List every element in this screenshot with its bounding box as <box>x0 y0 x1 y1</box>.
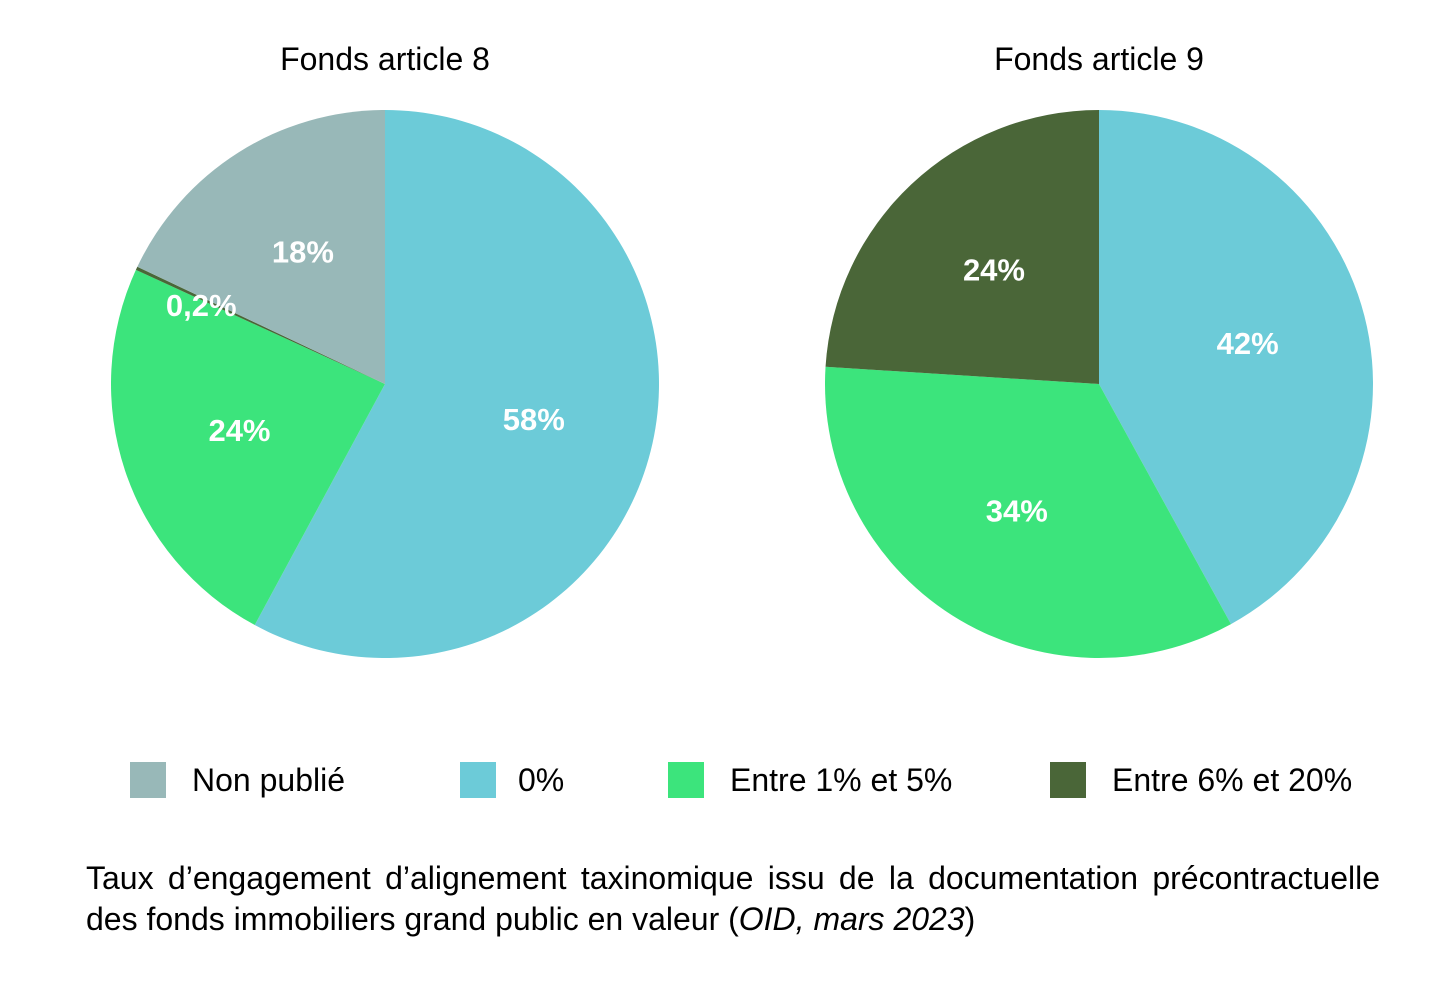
data-label-entre-6-et-20: 24% <box>963 252 1025 287</box>
data-label-0: 58% <box>503 402 565 437</box>
pie-chart-2: Fonds article 9 42% 34% 24% <box>824 41 1373 658</box>
legend-label: Entre 6% et 20% <box>1112 761 1353 798</box>
pie-charts: Fonds article 858%24%0,2%18%Fonds articl… <box>110 41 1373 658</box>
pie-slice-0 <box>254 110 659 658</box>
legend-label: 0% <box>518 761 565 798</box>
legend-swatch-0-percent <box>460 762 496 798</box>
legend-swatch-entre-1-et-5 <box>668 762 704 798</box>
data-label-non-publi: 18% <box>272 235 334 270</box>
pie-chart-1: Fonds article 8 58% 24% 0,2% 18% <box>110 41 659 658</box>
figure-caption: Taux d’engagement d’alignement taxinomiq… <box>86 858 1380 940</box>
pie-title: Fonds article 8 <box>280 41 490 77</box>
legend-item-entre-1-et-5: Entre 1% et 5% <box>668 758 952 802</box>
data-label-entre-1-et-5: 34% <box>986 494 1048 529</box>
caption-text: Taux d’engagement d’alignement taxinomiq… <box>86 860 1380 937</box>
legend-item-entre-6-et-20: Entre 6% et 20% <box>1050 758 1352 802</box>
pie-slice-0 <box>1099 110 1373 625</box>
legend: Non publié 0% Entre 1% et 5% Entre 6% et… <box>0 758 1456 802</box>
pie-slice-entre-6-et-20 <box>825 110 1099 384</box>
legend-label: Non publié <box>192 761 345 798</box>
pie-title: Fonds article 9 <box>994 41 1204 77</box>
legend-swatch-non-publie <box>130 762 166 798</box>
caption-source: OID, mars 2023 <box>738 901 965 937</box>
legend-swatch-entre-6-et-20 <box>1050 762 1086 798</box>
data-label-entre-1-et-5: 24% <box>208 413 270 448</box>
pie-slice-entre-1-et-5 <box>824 366 1232 658</box>
data-label-entre-6-et-20: 0,2% <box>166 288 237 323</box>
data-label-0: 42% <box>1217 326 1279 361</box>
pie-slice-entre-6-et-20 <box>135 266 385 384</box>
legend-item-0-percent: 0% <box>460 758 564 802</box>
caption-close: ) <box>964 901 976 937</box>
pie-slice-non-publi <box>137 110 385 384</box>
legend-item-non-publie: Non publié <box>130 758 345 802</box>
pie-slice-entre-1-et-5 <box>110 269 385 626</box>
legend-label: Entre 1% et 5% <box>730 761 953 798</box>
